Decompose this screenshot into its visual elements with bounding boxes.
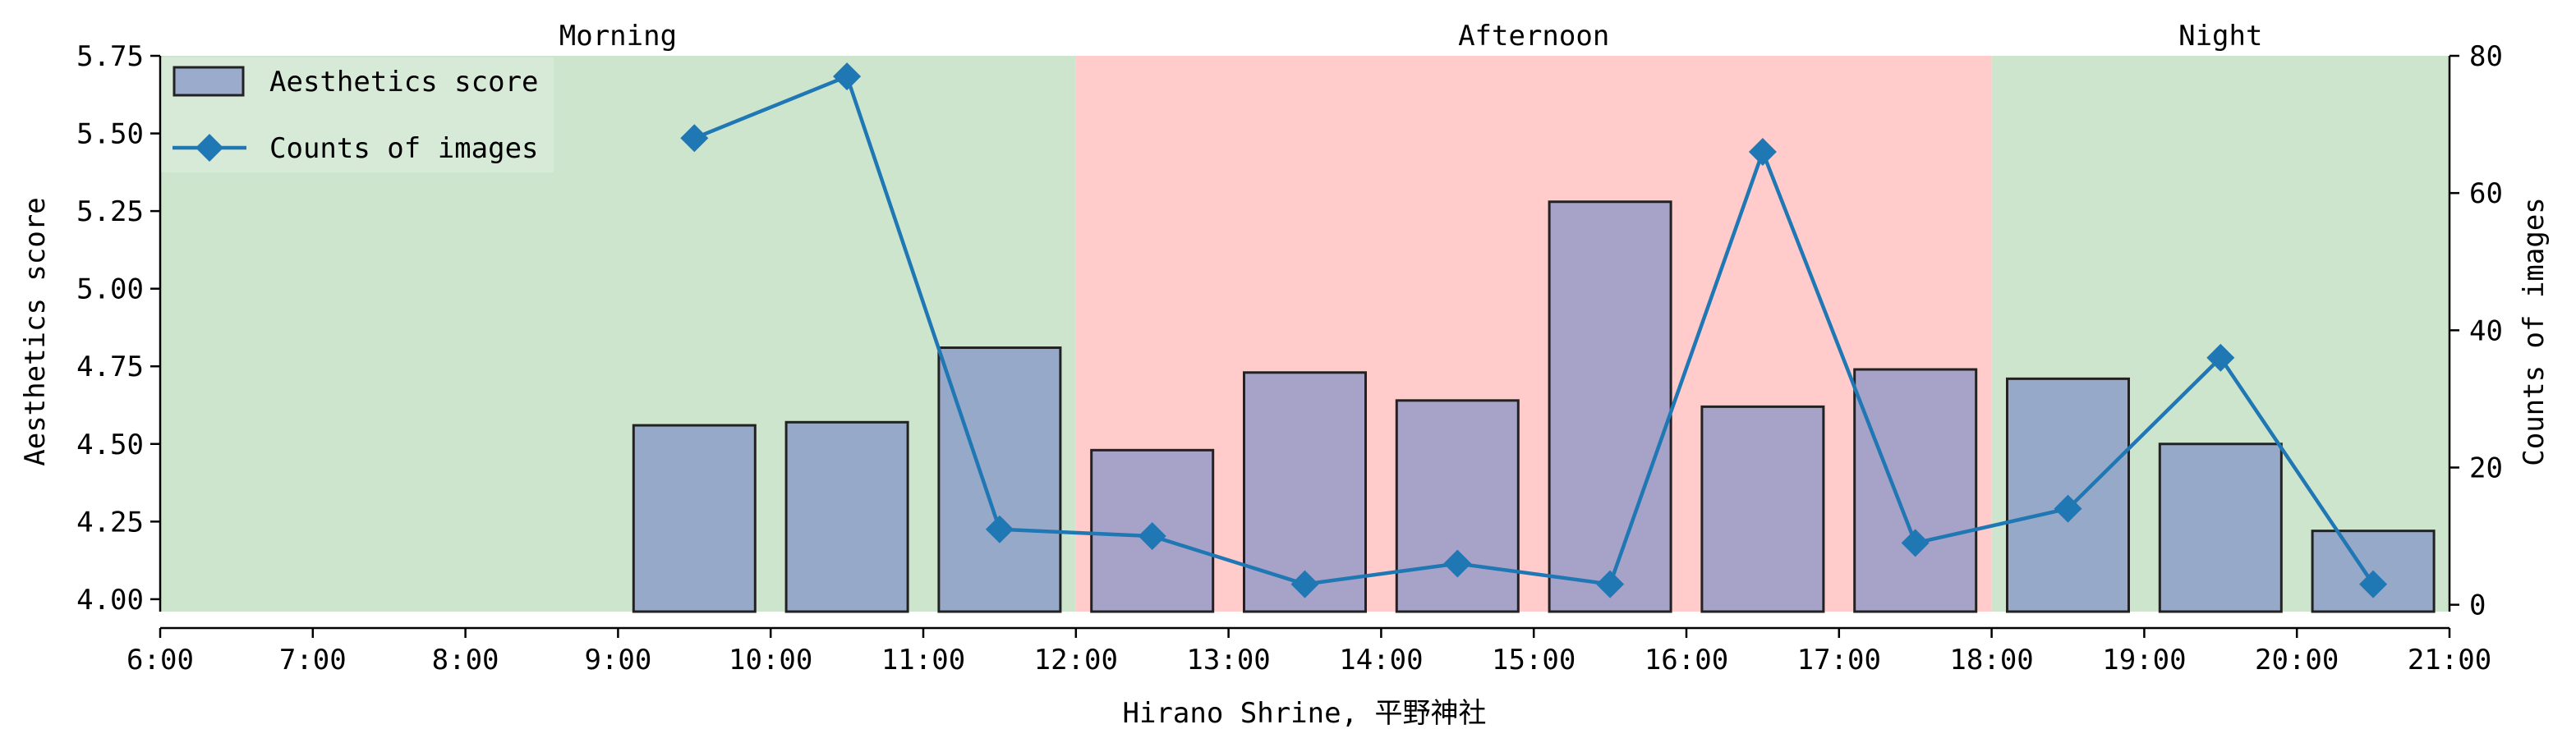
x-tick-label: 10:00 xyxy=(729,644,812,676)
y-tick-label-right: 80 xyxy=(2469,40,2503,73)
period-label: Night xyxy=(2178,20,2262,53)
y-tick-label-left: 4.25 xyxy=(76,506,144,539)
line-series xyxy=(680,62,2388,598)
bar xyxy=(1700,405,1825,613)
bar xyxy=(632,424,757,613)
legend-label: Counts of images xyxy=(269,132,539,165)
diamond-marker xyxy=(833,62,862,91)
axes: 6:00 7:00 8:00 9:00 10:00 11:00 12:00 13:00 14:0… xyxy=(76,40,2503,676)
y-axis-label-right: Counts of images xyxy=(2518,197,2551,466)
x-tick-label: 18:00 xyxy=(1949,644,2033,676)
y-tick-label-left: 4.75 xyxy=(76,351,144,383)
y-tick-label-right: 60 xyxy=(2469,177,2503,210)
legend-bar-swatch xyxy=(172,66,245,97)
period-labels: Morning Afternoon Night xyxy=(559,20,2263,53)
x-tick-label: 13:00 xyxy=(1186,644,1270,676)
bar xyxy=(1548,200,1672,613)
period-band xyxy=(160,56,1076,612)
y-tick-label-left: 5.25 xyxy=(76,195,144,228)
x-tick-label: 11:00 xyxy=(881,644,965,676)
legend-diamond-icon xyxy=(196,134,223,162)
y-tick-label-left: 5.50 xyxy=(76,118,144,151)
legend: Aesthetics score Counts of images xyxy=(161,57,554,172)
diamond-marker xyxy=(1443,549,1472,578)
x-tick-label: 12:00 xyxy=(1034,644,1118,676)
x-tick-label: 8:00 xyxy=(432,644,499,676)
x-tick-label: 21:00 xyxy=(2408,644,2491,676)
x-axis-label: Hirano Shrine, 平野神社 xyxy=(1122,697,1486,730)
bar xyxy=(1395,399,1520,613)
diamond-marker xyxy=(985,515,1014,543)
y-tick-label-right: 20 xyxy=(2469,452,2503,484)
period-band xyxy=(1075,56,1992,612)
diamond-marker xyxy=(680,124,709,153)
period-label: Afternoon xyxy=(1458,20,1609,53)
bar xyxy=(1853,368,1978,613)
bar xyxy=(2158,442,2283,613)
y-tick-label-right: 0 xyxy=(2469,589,2486,622)
bar xyxy=(784,420,909,613)
diamond-marker xyxy=(1901,529,1930,557)
x-tick-label: 14:00 xyxy=(1339,644,1423,676)
diamond-marker xyxy=(2054,494,2082,523)
period-label: Morning xyxy=(559,20,677,53)
y-tick-label-left: 4.50 xyxy=(76,429,144,461)
x-tick-label: 7:00 xyxy=(279,644,347,676)
period-bands xyxy=(160,56,2450,612)
series-line xyxy=(693,74,2375,587)
diamond-marker xyxy=(2206,343,2235,372)
x-tick-label: 17:00 xyxy=(1797,644,1881,676)
y-tick-label-right: 40 xyxy=(2469,314,2503,347)
x-tick-label: 9:00 xyxy=(584,644,651,676)
diamond-marker xyxy=(1748,138,1777,167)
y-tick-label-left: 5.75 xyxy=(76,40,144,73)
legend-label: Aesthetics score xyxy=(269,66,539,99)
x-tick-label: 20:00 xyxy=(2255,644,2339,676)
y-tick-label-left: 5.00 xyxy=(76,273,144,306)
y-tick-label-left: 4.00 xyxy=(76,584,144,617)
diamond-marker xyxy=(1596,570,1625,598)
diamond-marker xyxy=(1138,522,1166,551)
bar xyxy=(937,346,1062,613)
diamond-marker xyxy=(2359,570,2388,598)
x-tick-label: 19:00 xyxy=(2102,644,2186,676)
y-axis-label-left: Aesthetics score xyxy=(19,197,52,466)
x-tick-label: 16:00 xyxy=(1644,644,1728,676)
bar-series xyxy=(632,200,2436,613)
diamond-marker xyxy=(1290,570,1319,598)
x-tick-label: 15:00 xyxy=(1492,644,1576,676)
x-tick-label: 6:00 xyxy=(126,644,194,676)
